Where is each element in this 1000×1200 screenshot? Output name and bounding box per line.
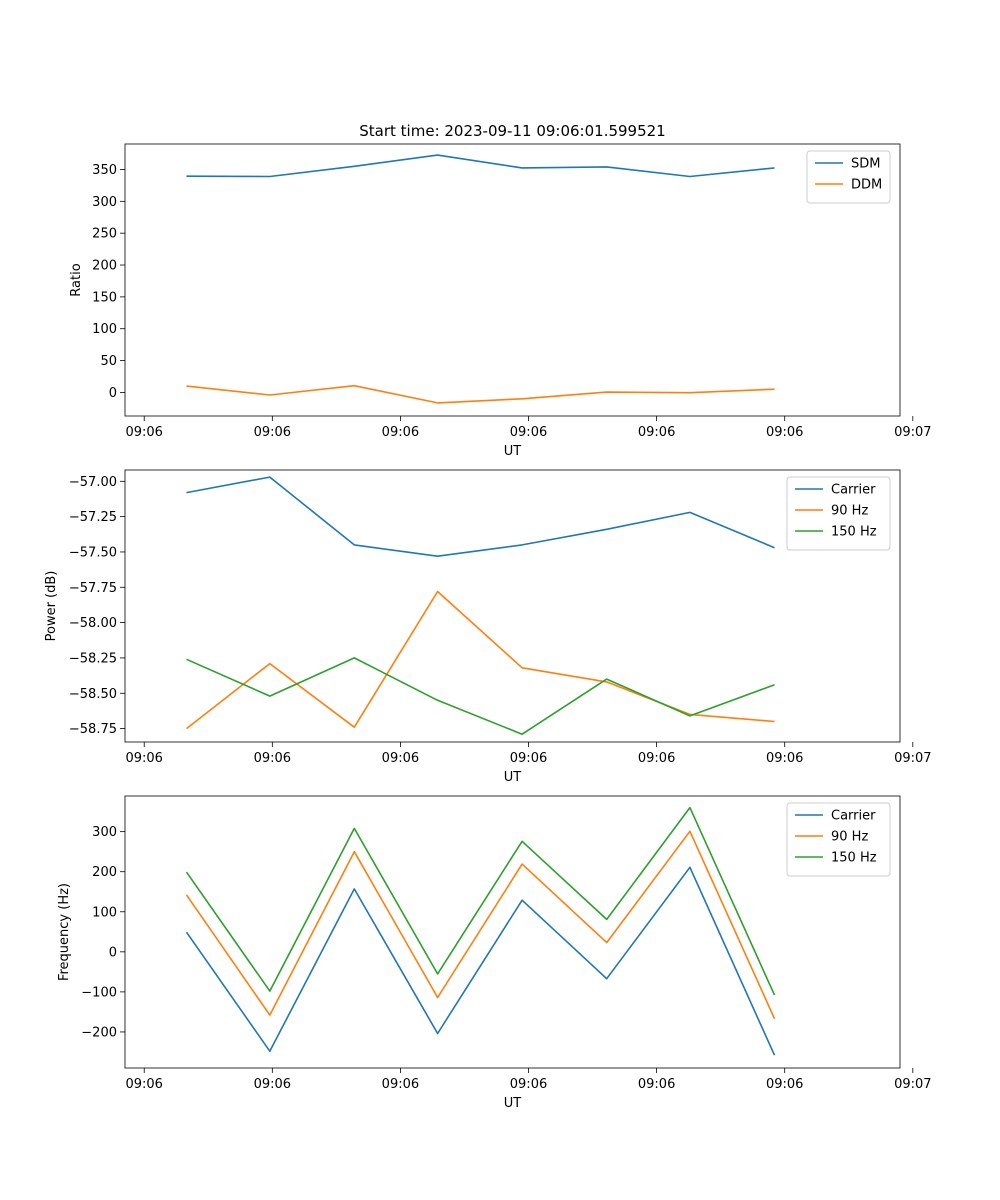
power-series-line-carrier	[186, 476, 775, 558]
ratio-y-tick-label: 350	[92, 163, 117, 178]
ratio-y-tick-label: 150	[92, 290, 117, 305]
ratio-series-line-sdm	[186, 154, 775, 178]
ratio-x-tick-label: 09:06	[382, 425, 419, 440]
frequency-x-tick-label: 09:06	[766, 1077, 803, 1092]
ratio-x-tick-label: 09:06	[638, 425, 675, 440]
ratio-y-tick-label: 100	[92, 322, 117, 337]
power-y-tick-label: −57.25	[69, 510, 117, 525]
frequency-axes-frame	[124, 795, 901, 1069]
ratio-axes-frame	[124, 143, 901, 417]
power-legend: Carrier 90 Hz 150 Hz	[786, 476, 891, 551]
frequency-x-tick-label: 09:06	[382, 1077, 419, 1092]
power-y-tick-label: −58.75	[69, 722, 117, 737]
frequency-legend-label-150-hz: 150 Hz	[831, 851, 877, 866]
power-x-tick-label: 09:06	[382, 751, 419, 766]
power-x-tick-label: 09:07	[894, 751, 931, 766]
power-y-tick-label: −58.00	[69, 616, 117, 631]
ratio-x-tick-label: 09:06	[766, 425, 803, 440]
power-legend-label-150-hz: 150 Hz	[831, 525, 877, 540]
frequency-series-line-90-hz	[185, 830, 776, 1020]
ratio-panel: 09:06 09:06 09:06 09:06 09:06 09:06 09:07 0 50 10…	[69, 143, 932, 459]
frequency-legend: Carrier 90 Hz 150 Hz	[786, 802, 891, 877]
frequency-y-axis-label: Frequency (Hz)	[57, 883, 72, 981]
power-y-tick-label: −58.25	[69, 651, 117, 666]
ratio-y-tick-label: 200	[92, 259, 117, 274]
ratio-series-line-ddm	[186, 384, 775, 404]
ratio-y-tick-label: 50	[100, 354, 117, 369]
ratio-legend-box	[806, 150, 891, 204]
power-x-tick-label: 09:06	[766, 751, 803, 766]
frequency-panel: 09:06 09:06 09:06 09:06 09:06 09:06 09:07 −200 −…	[57, 795, 932, 1111]
frequency-series-line-carrier	[185, 866, 776, 1056]
power-y-axis-label: Power (dB)	[44, 571, 59, 642]
power-panel: 09:06 09:06 09:06 09:06 09:06 09:06 09:07 −58.7…	[44, 469, 932, 785]
chart-title: Start time: 2023-09-11 09:06:01.599521	[359, 122, 665, 140]
ratio-y-tick-label: 0	[109, 386, 117, 401]
power-x-tick-label: 09:06	[254, 751, 291, 766]
frequency-x-tick-label: 09:07	[894, 1077, 931, 1092]
power-legend-label-carrier: Carrier	[831, 483, 876, 498]
power-y-tick-label: −57.50	[69, 545, 117, 560]
frequency-x-axis-label: UT	[504, 1096, 522, 1111]
power-x-tick-label: 09:06	[510, 751, 547, 766]
power-axes-frame	[124, 469, 901, 743]
power-legend-label-90-hz: 90 Hz	[831, 504, 868, 519]
frequency-y-tick-label: 0	[109, 945, 117, 960]
frequency-legend-label-carrier: Carrier	[831, 809, 876, 824]
frequency-y-tick-label: −100	[81, 985, 117, 1000]
frequency-y-tick-label: 100	[92, 905, 117, 920]
frequency-x-tick-label: 09:06	[638, 1077, 675, 1092]
ratio-y-tick-label: 250	[92, 227, 117, 242]
ratio-y-axis-label: Ratio	[69, 263, 84, 296]
power-y-tick-label: −58.50	[69, 687, 117, 702]
frequency-x-tick-label: 09:06	[510, 1077, 547, 1092]
ratio-x-axis-label: UT	[504, 444, 522, 459]
frequency-legend-label-90-hz: 90 Hz	[831, 830, 868, 845]
frequency-y-tick-label: 300	[92, 825, 117, 840]
ratio-x-tick-label: 09:06	[254, 425, 291, 440]
power-y-tick-label: −57.75	[69, 581, 117, 596]
ratio-legend-label-ddm: DDM	[851, 178, 882, 193]
power-y-tick-label: −57.00	[69, 475, 117, 490]
power-x-tick-label: 09:06	[638, 751, 675, 766]
power-series-line-90-hz	[186, 590, 775, 730]
ratio-legend-label-sdm: SDM	[851, 157, 880, 172]
ratio-x-tick-label: 09:06	[125, 425, 162, 440]
ratio-y-tick-label: 300	[92, 195, 117, 210]
frequency-y-tick-label: 200	[92, 865, 117, 880]
ratio-x-tick-label: 09:07	[894, 425, 931, 440]
ratio-legend: SDM DDM	[806, 150, 891, 204]
power-x-axis-label: UT	[504, 770, 522, 785]
power-x-tick-label: 09:06	[125, 751, 162, 766]
frequency-x-tick-label: 09:06	[125, 1077, 162, 1092]
frequency-x-tick-label: 09:06	[254, 1077, 291, 1092]
ratio-x-tick-label: 09:06	[510, 425, 547, 440]
frequency-y-tick-label: −200	[81, 1025, 117, 1040]
frequency-series-line-150-hz	[185, 806, 776, 996]
power-series-line-150-hz	[186, 657, 775, 736]
